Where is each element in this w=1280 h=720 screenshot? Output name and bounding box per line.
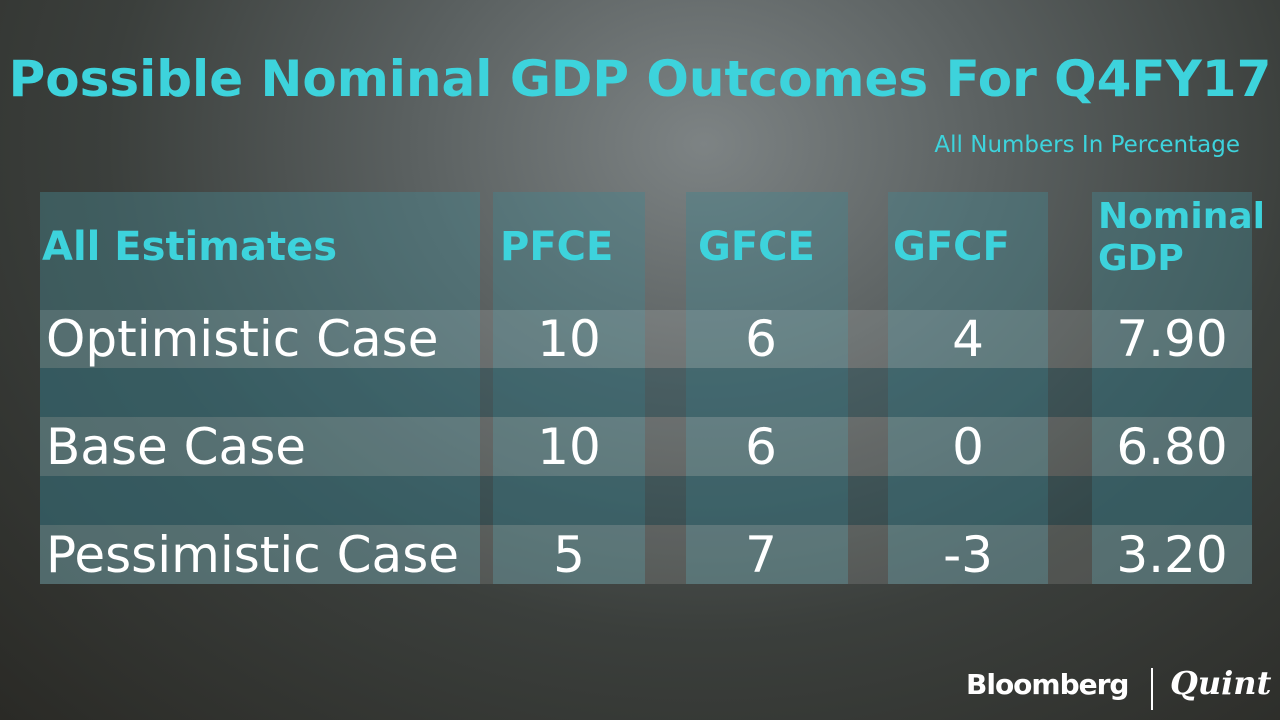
cell-value: 7	[745, 526, 777, 584]
divider	[1151, 668, 1153, 710]
row-band	[40, 310, 1252, 368]
brand-logo: Bloomberg	[966, 668, 1129, 701]
row-band	[40, 525, 1252, 584]
cell-value: 10	[537, 418, 601, 476]
cell-value: 6.80	[1116, 418, 1228, 476]
cell-value: 10	[537, 310, 601, 368]
column-bg	[888, 192, 1048, 584]
row-gap	[40, 476, 1252, 525]
cell-value: -3	[943, 526, 993, 584]
column-header: PFCE	[500, 224, 614, 270]
row-band	[40, 417, 1252, 476]
column-bg	[40, 192, 480, 584]
column-header: GFCE	[698, 224, 815, 270]
cell-value: 3.20	[1116, 526, 1228, 584]
cell-value: 4	[952, 310, 984, 368]
cell-value: 6	[745, 310, 777, 368]
row-gap	[40, 368, 1252, 417]
row-label: Optimistic Case	[46, 310, 439, 368]
cell-value: 0	[952, 418, 984, 476]
cell-value: 5	[553, 526, 585, 584]
column-bg	[1092, 192, 1252, 584]
column-bg	[493, 192, 645, 584]
column-header: Nominal GDP	[1098, 196, 1265, 279]
title: Possible Nominal GDP Outcomes For Q4FY17	[8, 50, 1272, 108]
column-bg	[686, 192, 848, 584]
row-label: Base Case	[46, 418, 307, 476]
column-header: All Estimates	[42, 224, 337, 270]
row-label: Pessimistic Case	[46, 526, 460, 584]
subtitle: All Numbers In Percentage	[934, 132, 1240, 158]
cell-value: 6	[745, 418, 777, 476]
column-header: GFCF	[893, 224, 1010, 270]
partner-logo: Quint	[1170, 664, 1272, 702]
cell-value: 7.90	[1116, 310, 1228, 368]
